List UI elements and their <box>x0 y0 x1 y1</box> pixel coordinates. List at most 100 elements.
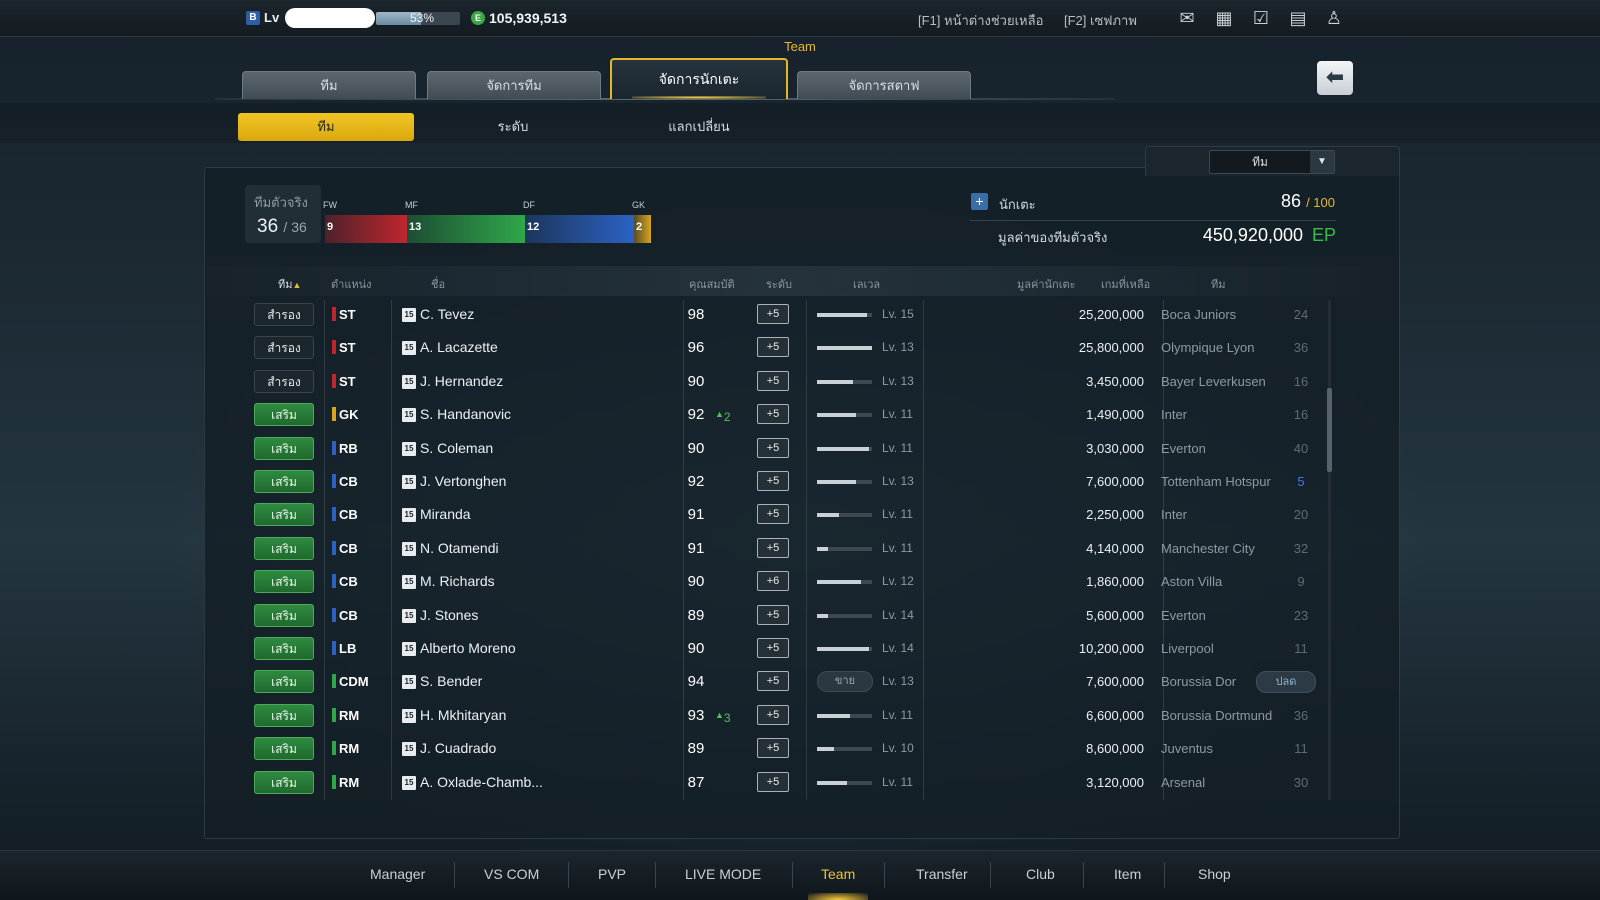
status-button[interactable]: สำรอง <box>254 369 314 393</box>
subtab-grade[interactable]: ระดับ <box>497 119 529 134</box>
player-name[interactable]: S. Coleman <box>420 439 494 456</box>
header-games[interactable]: เกมที่เหลือ <box>1101 279 1151 291</box>
table-row[interactable]: เสริม RM 15 A. Oxlade-Chamb... 87 +5 Lv. 11 3,1… <box>206 766 1330 799</box>
status-button[interactable]: เสริม <box>254 703 314 727</box>
table-row[interactable]: สำรอง ST 15 A. Lacazette 96 +5 Lv. 13 25,800,00… <box>206 331 1330 364</box>
nav-manager[interactable]: Manager <box>370 866 426 882</box>
player-name[interactable]: N. Otamendi <box>420 539 499 556</box>
player-name[interactable]: S. Bender <box>420 673 483 690</box>
screenshot-shortcut[interactable]: [F2] เซฟภาพ <box>1064 13 1137 28</box>
table-scrollbar[interactable] <box>1328 300 1331 800</box>
grade-badge[interactable]: +5 <box>757 504 789 525</box>
player-name[interactable]: J. Cuadrado <box>420 740 497 757</box>
nav-team[interactable]: Team <box>821 866 856 882</box>
grade-badge[interactable]: +5 <box>757 771 789 792</box>
mail-icon[interactable]: ✉ <box>1179 8 1195 28</box>
player-name[interactable]: A. Lacazette <box>420 339 498 356</box>
status-button[interactable]: เสริม <box>254 603 314 627</box>
nav-item[interactable]: Item <box>1114 866 1142 882</box>
table-row[interactable]: เสริม CB 15 N. Otamendi 91 +5 Lv. 11 4,140,000 3… <box>206 532 1330 565</box>
header-position[interactable]: ตำแหน่ง <box>331 279 372 291</box>
header-status[interactable]: ทีม▲ <box>278 275 301 293</box>
calendar-check-icon[interactable]: ☑ <box>1252 8 1270 28</box>
status-button[interactable]: เสริม <box>254 403 314 427</box>
status-button[interactable]: เสริม <box>254 436 314 460</box>
team-filter-select[interactable]: ทีม ▼ <box>1209 150 1335 174</box>
grade-badge[interactable]: +5 <box>757 370 789 391</box>
status-button[interactable]: เสริม <box>254 770 314 794</box>
player-name[interactable]: H. Mkhitaryan <box>420 706 507 723</box>
nav-live-mode[interactable]: LIVE MODE <box>685 866 762 882</box>
tab-player-management[interactable]: จัดการนักเตะ <box>610 58 788 99</box>
help-shortcut[interactable]: [F1] หน้าต่างช่วยเหลือ <box>918 13 1044 28</box>
grade-badge[interactable]: +6 <box>757 571 789 592</box>
header-level[interactable]: เลเวล <box>853 279 881 291</box>
chat-icon[interactable]: ▤ <box>1289 8 1307 28</box>
position-count-gk: 2 <box>636 221 643 233</box>
nav-pvp[interactable]: PVP <box>598 866 627 882</box>
grade-badge[interactable]: +5 <box>757 671 789 692</box>
grade-badge[interactable]: +5 <box>757 638 789 658</box>
subtab-team[interactable]: ทีม <box>238 113 414 141</box>
add-player-button[interactable]: + <box>971 193 988 210</box>
table-row[interactable]: เสริม RB 15 S. Coleman 90 +5 Lv. 11 3,030,000 40… <box>206 432 1330 465</box>
grade-badge[interactable]: +5 <box>757 738 789 759</box>
status-button[interactable]: เสริม <box>254 570 314 594</box>
sell-button[interactable]: ขาย <box>817 671 873 693</box>
table-row[interactable]: สำรอง ST 15 C. Tevez 98 +5 Lv. 15 25,200,000 24 B… <box>206 298 1330 331</box>
tab-team-management[interactable]: จัดการทีม <box>427 71 601 99</box>
header-ovr[interactable]: คุณสมบัติ <box>689 279 735 291</box>
table-row[interactable]: เสริม CB 15 J. Stones 89 +5 Lv. 14 5,600,000 23 E… <box>206 599 1330 632</box>
nav-shop[interactable]: Shop <box>1198 866 1231 882</box>
nav-transfer[interactable]: Transfer <box>916 866 968 882</box>
nav-vs-com[interactable]: VS COM <box>484 866 540 882</box>
header-grade[interactable]: ระดับ <box>766 279 792 291</box>
status-button[interactable]: เสริม <box>254 470 314 493</box>
grade-badge[interactable]: +5 <box>757 471 789 491</box>
player-name[interactable]: Miranda <box>420 506 471 523</box>
tab-team[interactable]: ทีม <box>242 71 416 99</box>
status-button[interactable]: สำรอง <box>254 336 314 360</box>
grade-badge[interactable]: +5 <box>757 537 789 558</box>
table-row[interactable]: เสริม CB 15 Miranda 91 +5 Lv. 11 2,250,000 20 Int… <box>206 498 1330 531</box>
header-club[interactable]: ทีม <box>1211 279 1226 291</box>
table-row[interactable]: สำรอง ST 15 J. Hernandez 90 +5 Lv. 13 3,450,000… <box>206 365 1330 398</box>
subtab-exchange[interactable]: แลกเปลี่ยน <box>668 119 730 134</box>
status-button[interactable]: เสริม <box>254 637 314 660</box>
table-row[interactable]: เสริม CB 15 J. Vertonghen 92 +5 Lv. 13 7,600,00… <box>206 465 1330 498</box>
status-button[interactable]: สำรอง <box>254 303 314 326</box>
player-name[interactable]: M. Richards <box>420 573 495 590</box>
grade-badge[interactable]: +5 <box>757 337 789 358</box>
table-row[interactable]: เสริม GK 15 S. Handanovic 92 ▲2 +5 Lv. 11 1,490,… <box>206 398 1330 431</box>
release-button[interactable]: ปลด <box>1256 671 1316 694</box>
player-name[interactable]: J. Hernandez <box>420 372 504 389</box>
player-name[interactable]: J. Vertonghen <box>420 473 507 489</box>
grade-badge[interactable]: +5 <box>757 304 789 324</box>
grade-badge[interactable]: +5 <box>757 704 789 725</box>
header-name[interactable]: ชื่อ <box>431 279 446 291</box>
table-scroll-thumb[interactable] <box>1327 388 1332 472</box>
status-button[interactable]: เสริม <box>254 536 314 560</box>
profile-icon[interactable]: ♙ <box>1325 8 1343 28</box>
table-row[interactable]: เสริม LB 15 Alberto Moreno 90 +5 Lv. 14 10,200,… <box>206 632 1330 665</box>
tab-staff-management[interactable]: จัดการสตาฟ <box>797 71 971 99</box>
player-name[interactable]: C. Tevez <box>420 306 475 322</box>
grade-badge[interactable]: +5 <box>757 404 789 425</box>
header-value[interactable]: มูลค่านักเตะ <box>1017 279 1076 291</box>
grade-badge[interactable]: +5 <box>757 437 789 458</box>
nav-club[interactable]: Club <box>1026 866 1055 882</box>
table-row[interactable]: เสริม RM 15 J. Cuadrado 89 +5 Lv. 10 8,600,000 1… <box>206 732 1330 765</box>
back-button[interactable]: ⬅ <box>1317 61 1353 95</box>
table-row[interactable]: เสริม CB 15 M. Richards 90 +6 Lv. 12 1,860,000 9… <box>206 565 1330 598</box>
status-button[interactable]: เสริม <box>254 670 314 694</box>
status-button[interactable]: เสริม <box>254 737 314 761</box>
status-button[interactable]: เสริม <box>254 503 314 527</box>
player-name[interactable]: J. Stones <box>420 606 479 623</box>
table-row[interactable]: เสริม RM 15 H. Mkhitaryan 93 ▲3 +5 Lv. 11 6,600,… <box>206 699 1330 732</box>
squad-icon[interactable]: ▦ <box>1215 8 1233 28</box>
player-name[interactable]: A. Oxlade-Chamb... <box>420 773 543 790</box>
player-name[interactable]: S. Handanovic <box>420 406 512 423</box>
grade-badge[interactable]: +5 <box>757 604 789 625</box>
player-name[interactable]: Alberto Moreno <box>420 640 516 656</box>
table-row[interactable]: เสริม CDM 15 S. Bender 94 +5 ขาย Lv. 13 7,600,00… <box>206 665 1330 698</box>
